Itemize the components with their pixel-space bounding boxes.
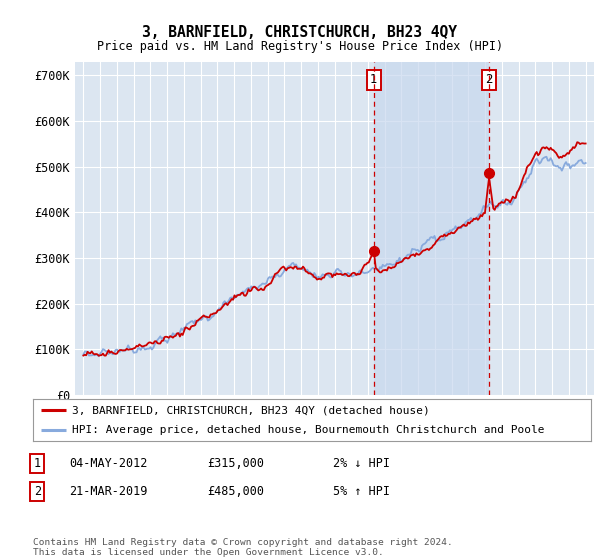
Text: £315,000: £315,000 — [207, 457, 264, 470]
Text: Contains HM Land Registry data © Crown copyright and database right 2024.
This d: Contains HM Land Registry data © Crown c… — [33, 538, 453, 557]
Text: £485,000: £485,000 — [207, 485, 264, 498]
Bar — [374, 62, 488, 395]
Text: 2: 2 — [485, 73, 493, 86]
Text: Price paid vs. HM Land Registry's House Price Index (HPI): Price paid vs. HM Land Registry's House … — [97, 40, 503, 53]
Text: 5% ↑ HPI: 5% ↑ HPI — [333, 485, 390, 498]
Text: 04-MAY-2012: 04-MAY-2012 — [69, 457, 148, 470]
Text: 2% ↓ HPI: 2% ↓ HPI — [333, 457, 390, 470]
Text: HPI: Average price, detached house, Bournemouth Christchurch and Poole: HPI: Average price, detached house, Bour… — [72, 425, 545, 435]
Text: 21-MAR-2019: 21-MAR-2019 — [69, 485, 148, 498]
Text: 3, BARNFIELD, CHRISTCHURCH, BH23 4QY (detached house): 3, BARNFIELD, CHRISTCHURCH, BH23 4QY (de… — [72, 405, 430, 415]
Text: 1: 1 — [370, 73, 377, 86]
Text: 1: 1 — [34, 457, 41, 470]
Text: 3, BARNFIELD, CHRISTCHURCH, BH23 4QY: 3, BARNFIELD, CHRISTCHURCH, BH23 4QY — [143, 25, 458, 40]
Text: 2: 2 — [34, 485, 41, 498]
